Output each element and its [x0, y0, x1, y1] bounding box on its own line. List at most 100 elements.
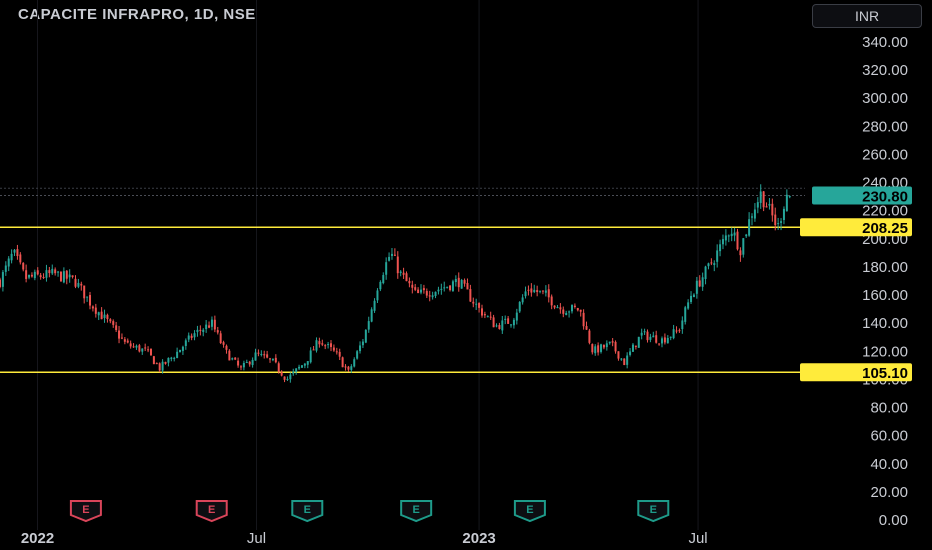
- earnings-label: E: [304, 504, 311, 516]
- candle-body: [68, 274, 71, 278]
- y-tick-label: 300.00: [862, 90, 908, 107]
- candle-body: [515, 312, 518, 321]
- candle-body: [582, 312, 585, 327]
- candle-body: [89, 295, 92, 306]
- candle-body: [347, 366, 350, 370]
- candle-body: [530, 288, 533, 293]
- candle-body: [59, 271, 62, 282]
- candle-body: [788, 196, 791, 198]
- earnings-label: E: [526, 504, 533, 516]
- candle-body: [91, 306, 94, 309]
- candle-body: [364, 330, 367, 343]
- candle-body: [417, 289, 420, 294]
- candle-body: [724, 235, 727, 241]
- candle-body: [158, 363, 161, 371]
- candle-body: [86, 296, 89, 298]
- candle-body: [216, 330, 219, 333]
- candle-body: [643, 331, 646, 333]
- chart-title: CAPACITE INFRAPRO, 1D, NSE: [18, 6, 256, 23]
- y-tick-label: 40.00: [870, 456, 908, 473]
- y-tick-label: 140.00: [862, 315, 908, 332]
- candle-body: [701, 277, 704, 287]
- y-tick-label: 260.00: [862, 146, 908, 163]
- candle-body: [594, 346, 597, 354]
- level-badge: [800, 218, 912, 237]
- candle-body: [774, 214, 777, 226]
- earnings-marker: E: [69, 500, 102, 523]
- y-tick-label: 120.00: [862, 343, 908, 360]
- candle-body: [193, 333, 196, 338]
- candle-body: [655, 335, 658, 343]
- candle-body: [768, 203, 771, 206]
- candle-body: [359, 345, 362, 352]
- candle-body: [756, 202, 759, 208]
- x-tick-label: 2023: [462, 530, 495, 547]
- candle-body: [271, 358, 274, 361]
- candle-body: [248, 361, 251, 365]
- y-tick-label: 280.00: [862, 118, 908, 135]
- earnings-marker: E: [400, 500, 433, 523]
- candle-body: [475, 303, 478, 305]
- candle-body: [646, 331, 649, 341]
- candle-body: [658, 343, 661, 345]
- candle-body: [176, 351, 179, 358]
- candle-body: [42, 277, 45, 279]
- candle-body: [663, 337, 666, 343]
- candle-body: [132, 346, 135, 348]
- candle-body: [402, 272, 405, 275]
- candle-body: [591, 344, 594, 353]
- candle-body: [463, 280, 466, 284]
- candle-body: [338, 351, 341, 357]
- candle-body: [602, 344, 605, 348]
- candle-body: [120, 337, 123, 339]
- candle-body: [710, 262, 713, 264]
- currency-selector[interactable]: INR: [812, 4, 922, 28]
- candle-body: [115, 325, 118, 331]
- grid: [37, 0, 699, 530]
- candle-body: [556, 307, 559, 309]
- last-price-badge: [812, 186, 912, 205]
- candle-body: [74, 278, 77, 287]
- candle-body: [745, 234, 748, 237]
- candle-body: [283, 376, 286, 380]
- candle-body: [190, 335, 193, 338]
- candle-body: [721, 239, 724, 245]
- candle-body: [123, 339, 126, 342]
- candle-body: [54, 269, 57, 274]
- candle-body: [440, 288, 443, 290]
- candle-body: [568, 311, 571, 313]
- candle-body: [634, 345, 637, 347]
- candle-body: [309, 350, 312, 363]
- candle-body: [608, 341, 611, 344]
- candle-body: [388, 256, 391, 261]
- candle-body: [318, 341, 321, 345]
- earnings-label: E: [208, 504, 215, 516]
- candle-body: [312, 349, 315, 351]
- candle-body: [19, 254, 22, 263]
- candle-body: [518, 301, 521, 312]
- candle-body: [10, 253, 13, 261]
- candle-body: [539, 290, 542, 292]
- level-badge: [800, 363, 912, 382]
- candle-body: [222, 342, 225, 345]
- candle-body: [585, 326, 588, 330]
- candle-body: [765, 206, 768, 208]
- candle-body: [199, 329, 202, 331]
- candle-body: [277, 363, 280, 372]
- candle-body: [71, 275, 74, 278]
- candle-body: [356, 351, 359, 359]
- candle-body: [570, 305, 573, 312]
- candle-body: [100, 311, 103, 320]
- candle-body: [480, 308, 483, 316]
- candle-body: [141, 348, 144, 352]
- candle-body: [501, 320, 504, 331]
- candle-body: [437, 289, 440, 292]
- candle-body: [707, 263, 710, 267]
- candle-body: [434, 291, 437, 296]
- candle-body: [777, 223, 780, 225]
- price-badges: 208.25 105.10 230.80: [800, 186, 912, 382]
- y-tick-label: 220.00: [862, 203, 908, 220]
- candle-body: [408, 281, 411, 284]
- candle-body: [231, 358, 234, 360]
